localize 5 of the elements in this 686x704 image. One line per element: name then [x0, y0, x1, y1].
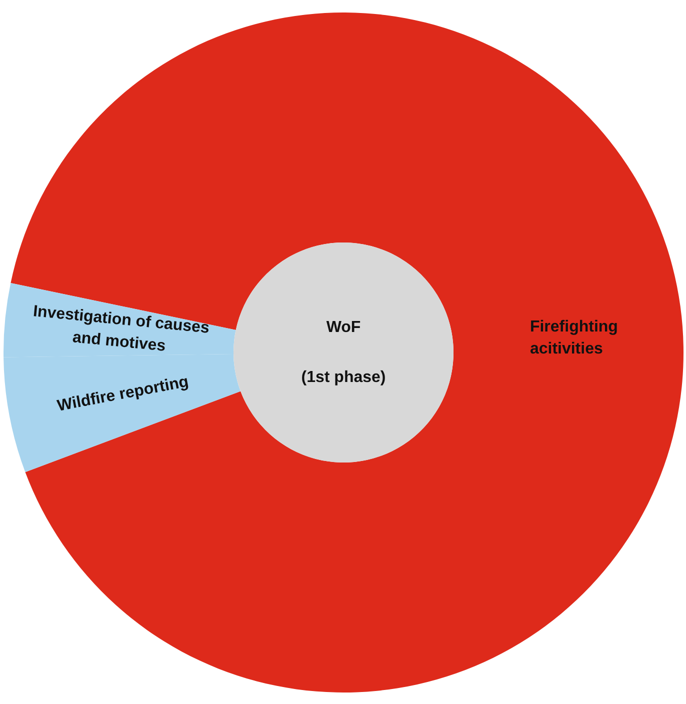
slice-label: Investigation of causes and motives [32, 303, 210, 355]
slice-label: Wildfire reporting [56, 373, 190, 415]
text: (1st phase) [301, 369, 386, 386]
slice-label: Firefighting acitivities [530, 318, 618, 358]
text: WoF [326, 319, 361, 336]
